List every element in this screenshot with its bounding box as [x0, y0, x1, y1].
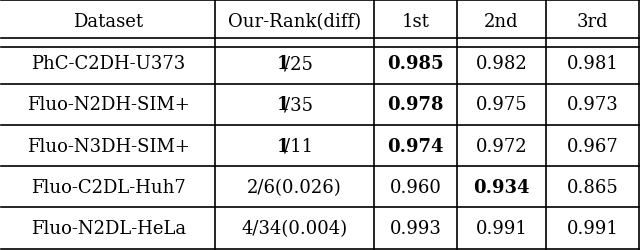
Text: 0.975: 0.975 — [476, 96, 527, 114]
Text: 0.960: 0.960 — [390, 178, 442, 196]
Text: 0.865: 0.865 — [566, 178, 618, 196]
Text: PhC-C2DH-U373: PhC-C2DH-U373 — [31, 55, 185, 73]
Text: 2nd: 2nd — [484, 14, 519, 31]
Text: Fluo-N2DH-SIM+: Fluo-N2DH-SIM+ — [27, 96, 189, 114]
Text: 0.991: 0.991 — [566, 219, 618, 237]
Text: 0.985: 0.985 — [387, 55, 444, 73]
Text: 0.967: 0.967 — [566, 137, 618, 155]
Text: 0.973: 0.973 — [566, 96, 618, 114]
Text: 0.982: 0.982 — [476, 55, 527, 73]
Text: Our-Rank(diff): Our-Rank(diff) — [228, 14, 361, 31]
Text: 1st: 1st — [402, 14, 429, 31]
Text: 3rd: 3rd — [577, 14, 608, 31]
Text: 0.991: 0.991 — [476, 219, 527, 237]
Text: 0.978: 0.978 — [387, 96, 444, 114]
Text: Fluo-N3DH-SIM+: Fluo-N3DH-SIM+ — [27, 137, 189, 155]
Text: 1: 1 — [276, 55, 289, 73]
Text: 2/6(0.026): 2/6(0.026) — [247, 178, 342, 196]
Text: 0.972: 0.972 — [476, 137, 527, 155]
Text: 0.934: 0.934 — [474, 178, 530, 196]
Text: 0.993: 0.993 — [390, 219, 442, 237]
Text: 1: 1 — [276, 96, 289, 114]
Text: /25: /25 — [284, 55, 313, 73]
Text: Dataset: Dataset — [73, 14, 143, 31]
Text: 4/34(0.004): 4/34(0.004) — [241, 219, 348, 237]
Text: 0.981: 0.981 — [566, 55, 618, 73]
Text: Fluo-N2DL-HeLa: Fluo-N2DL-HeLa — [31, 219, 186, 237]
Text: 0.974: 0.974 — [387, 137, 444, 155]
Text: Fluo-C2DL-Huh7: Fluo-C2DL-Huh7 — [31, 178, 186, 196]
Text: /11: /11 — [284, 137, 313, 155]
Text: /35: /35 — [284, 96, 313, 114]
Text: 1: 1 — [276, 137, 289, 155]
